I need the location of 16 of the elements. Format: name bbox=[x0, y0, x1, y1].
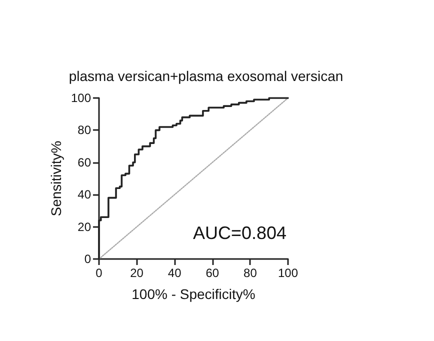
y-tick-label: 40 bbox=[78, 188, 92, 202]
annotation: AUC=0.804 bbox=[193, 223, 287, 243]
x-tick-label: 0 bbox=[96, 266, 103, 280]
x-axis-title: 100% - Specificity% bbox=[132, 286, 256, 302]
x-tick-label: 80 bbox=[244, 266, 258, 280]
chart-title: plasma versican+plasma exosomal versican bbox=[68, 68, 344, 84]
y-tick-label: 80 bbox=[78, 123, 92, 138]
y-tick-label: 60 bbox=[78, 155, 92, 170]
x-tick-label: 20 bbox=[130, 266, 144, 280]
y-tick-label: 20 bbox=[78, 220, 92, 234]
x-tick-label: 60 bbox=[206, 266, 220, 280]
y-axis-title: Sensitivity% bbox=[48, 140, 64, 216]
y-tick-label: 0 bbox=[84, 252, 92, 266]
y-tick-label: 100 bbox=[70, 91, 92, 105]
x-tick-label: 40 bbox=[168, 266, 182, 280]
x-tick-label: 100 bbox=[278, 266, 298, 280]
